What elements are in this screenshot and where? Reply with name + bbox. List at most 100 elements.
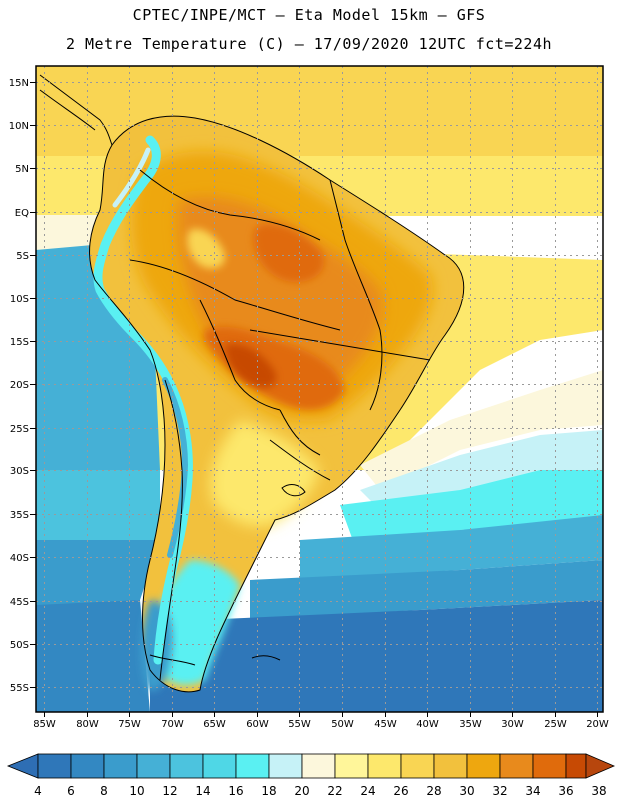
- central-america-coast-2: [39, 89, 96, 131]
- lat-label: 15S: [10, 337, 29, 348]
- border-uruguay: [269, 439, 331, 481]
- andes-cold-strip: [93, 135, 193, 665]
- title-line-2: 2 Metre Temperature (C) – 17/09/2020 12U…: [65, 35, 553, 53]
- lat-label: 30S: [10, 466, 29, 477]
- ocean-band-8-10: [250, 560, 603, 620]
- colorbar-swatch-16-18: [235, 753, 270, 779]
- colorbar-swatch-12-14: [169, 753, 204, 779]
- south-america-coastline: [89, 115, 465, 693]
- colorbar-high-arrow: [585, 753, 616, 779]
- border-paraguay: [279, 409, 321, 456]
- map-frame: [35, 65, 604, 713]
- colorbar-swatch-6-8: [70, 753, 105, 779]
- colorbar-label: 6: [67, 784, 75, 798]
- colorbar-low-arrow: [6, 753, 39, 779]
- falkland-islands: [251, 655, 281, 661]
- colorbar-label: 38: [591, 784, 606, 798]
- lat-label: EQ: [15, 208, 29, 219]
- ocean-band-6-8: [36, 600, 150, 712]
- colorbar-label: 4: [34, 784, 42, 798]
- colorbar-label: 8: [100, 784, 108, 798]
- colorbar-swatch-32-34: [499, 753, 534, 779]
- lagoa-dos-patos: [281, 484, 306, 497]
- colorbar-swatch-30-32: [466, 753, 501, 779]
- central-america-coast: [39, 74, 113, 146]
- border-brazil-states-2: [249, 329, 431, 361]
- ocean-band-4-6: [150, 600, 603, 712]
- lat-label: 10S: [10, 294, 29, 305]
- lat-label: 40S: [10, 553, 29, 564]
- temperature-field: [36, 66, 603, 712]
- colorbar-label: 12: [162, 784, 177, 798]
- ocean-band-20-22: [360, 370, 603, 490]
- lon-label: 20W: [586, 719, 609, 730]
- colorbar-label: 36: [558, 784, 573, 798]
- colorbar-swatch-10-12: [136, 753, 171, 779]
- colorbar-swatch-26-28: [400, 753, 435, 779]
- axis-ticks: [30, 82, 598, 717]
- longitude-labels: 85W 80W 75W 70W 65W 60W 55W 50W 45W 40W …: [33, 719, 609, 730]
- lat-label: 5S: [16, 251, 29, 262]
- hotspot-amazon: [253, 224, 324, 283]
- patagonia-cool: [153, 560, 240, 685]
- lon-label: 85W: [33, 719, 56, 730]
- lat-label: 50S: [10, 640, 29, 651]
- lat-label: 10N: [9, 121, 29, 132]
- lon-label: 50W: [331, 719, 354, 730]
- colorbar-label: 18: [261, 784, 276, 798]
- colombian-andes: [112, 147, 151, 208]
- colorbar-label: 30: [459, 784, 474, 798]
- colorbar: [6, 753, 616, 779]
- lon-label: 25W: [544, 719, 567, 730]
- border-bolivia: [199, 299, 281, 411]
- lon-label: 35W: [459, 719, 482, 730]
- lat-lon-grid: [36, 66, 603, 712]
- colorbar-swatch-24-26: [367, 753, 402, 779]
- ocean-band-10-12: [300, 515, 603, 580]
- colorbar-label: 10: [129, 784, 144, 798]
- colorbar-swatch-8-10: [103, 753, 138, 779]
- lon-label: 65W: [203, 719, 226, 730]
- lat-label: 35S: [10, 510, 29, 521]
- hotspot-max: [225, 344, 277, 388]
- colorbar-swatch-4-6: [37, 753, 72, 779]
- lon-label: 80W: [76, 719, 99, 730]
- colorbar-label: 26: [393, 784, 408, 798]
- cooler-patch-amazon: [187, 229, 226, 269]
- colorbar-swatch-36-38: [565, 753, 587, 779]
- colorbar-label: 14: [195, 784, 210, 798]
- border-peru-brazil: [129, 259, 341, 331]
- lat-label: 5N: [15, 164, 29, 175]
- colorbar-label: 24: [360, 784, 375, 798]
- colorbar-labels: 4 6 8 10 12 14 16 18 20 22 24 26 28 30 3…: [34, 784, 606, 798]
- colorbar-swatch-34-36: [532, 753, 567, 779]
- lon-label: 30W: [501, 719, 524, 730]
- lat-label: 55S: [10, 683, 29, 694]
- colorbar-label: 28: [426, 784, 441, 798]
- title-line-1: CPTEC/INPE/MCT – Eta Model 15km – GFS: [132, 6, 486, 24]
- colorbar-label: 16: [228, 784, 243, 798]
- lat-label: 15N: [9, 78, 29, 89]
- latitude-labels: 15N 10N 5N EQ 5S 10S 15S 20S 25S 30S 35S…: [9, 78, 29, 694]
- colorbar-label: 22: [327, 784, 342, 798]
- lat-label: 25S: [10, 424, 29, 435]
- lon-label: 45W: [374, 719, 397, 730]
- border-brazil-states-1: [329, 179, 383, 411]
- colorbar-swatch-22-24: [334, 753, 369, 779]
- lat-label: 45S: [10, 597, 29, 608]
- colorbar-swatch-28-30: [433, 753, 468, 779]
- colorbar-swatch-18-20: [268, 753, 303, 779]
- colorbar-label: 34: [525, 784, 540, 798]
- colorbar-swatch-14-16: [202, 753, 237, 779]
- lat-label: 20S: [10, 380, 29, 391]
- lon-label: 40W: [416, 719, 439, 730]
- pampas-mild: [210, 420, 320, 527]
- border-chile-argentina: [159, 379, 183, 681]
- border-north: [139, 169, 321, 241]
- colorbar-label: 20: [294, 784, 309, 798]
- colorbar-label: 32: [492, 784, 507, 798]
- ocean-pacific-south: [36, 540, 160, 610]
- colorbar-swatch-20-22: [301, 753, 336, 779]
- lon-label: 60W: [246, 719, 269, 730]
